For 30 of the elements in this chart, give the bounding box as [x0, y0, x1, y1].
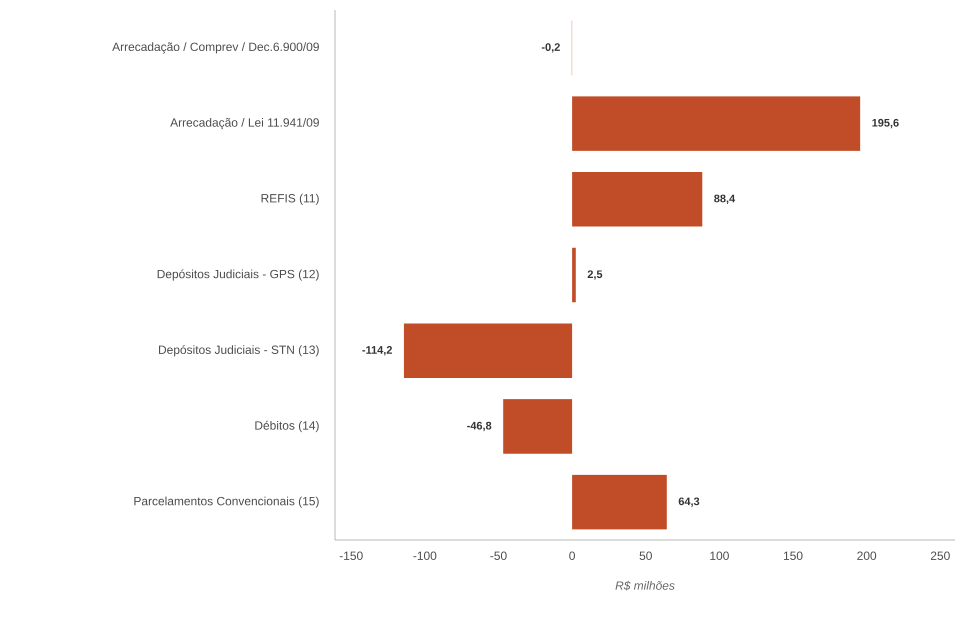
y-tick-label: Depósitos Judiciais - STN (13)	[159, 345, 319, 356]
x-tick-label: 250	[930, 552, 950, 560]
bar	[572, 248, 576, 302]
bar	[572, 96, 860, 151]
x-tick-label: 100	[710, 552, 729, 560]
y-tick-label: Arrecadação / Lei 11.941/09	[170, 118, 319, 130]
x-tick-label: -50	[490, 552, 507, 560]
y-tick-label: Parcelamentos Convencionais (15)	[134, 496, 319, 508]
data-label: -0,2	[542, 43, 560, 53]
data-label: 64,3	[678, 497, 700, 507]
data-label: 2,5	[588, 270, 602, 280]
data-label: -114,2	[362, 346, 392, 356]
data-label: 88,4	[714, 194, 736, 204]
data-label: -46,8	[467, 422, 492, 432]
bar	[404, 323, 572, 378]
y-tick-label: Débitos (14)	[255, 420, 319, 432]
bar	[572, 172, 702, 227]
x-tick-label: -150	[340, 552, 363, 560]
bar	[572, 474, 667, 530]
x-tick-label: 200	[857, 552, 876, 560]
y-tick-label: Arrecadação / Comprev / Dec.6.900/09	[112, 42, 319, 54]
bar	[503, 399, 572, 454]
x-tick-label: 50	[640, 552, 652, 560]
x-axis-title: R$ milhões	[615, 580, 675, 590]
y-tick-label: Depósitos Judiciais - GPS (12)	[158, 269, 319, 281]
y-tick-label: REFIS (11)	[262, 194, 319, 205]
x-tick-label: 150	[784, 552, 803, 560]
x-tick-label: -100	[413, 552, 436, 560]
data-label: 195,6	[872, 118, 899, 128]
x-tick-label: 0	[569, 552, 575, 560]
